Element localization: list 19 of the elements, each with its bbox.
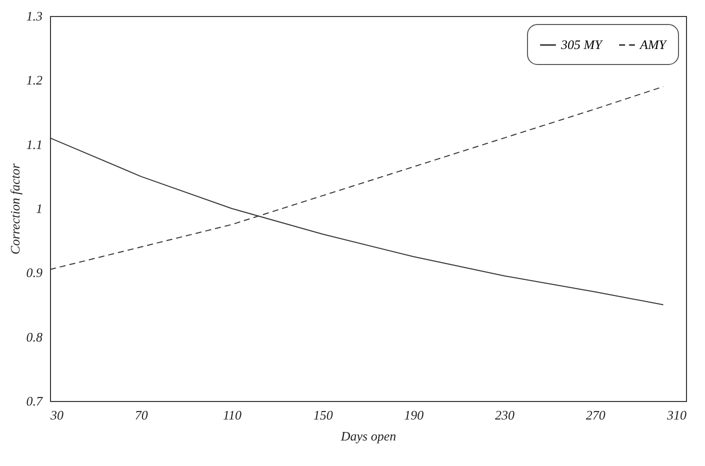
- x-tick-label: 70: [134, 408, 148, 422]
- y-tick-label: 1.3: [26, 8, 43, 24]
- x-tick-label: 230: [495, 408, 516, 422]
- y-tick-label: 1.1: [26, 136, 42, 152]
- legend-label: AMY: [639, 37, 668, 52]
- y-tick-label: 0.9: [26, 265, 43, 280]
- y-tick-label: 1.2: [26, 72, 43, 88]
- x-tick-label: 150: [313, 408, 334, 422]
- x-tick-label: 270: [586, 408, 606, 422]
- x-tick-label: 310: [666, 408, 687, 422]
- y-axis-title: Correction factor: [7, 162, 22, 254]
- x-tick-label: 30: [50, 408, 64, 422]
- x-axis-title: Days open: [340, 428, 396, 444]
- y-tick-label: 0.7: [26, 394, 43, 408]
- x-tick-label: 110: [222, 408, 242, 422]
- y-tick-label: 1: [36, 201, 42, 216]
- y-tick-label: 0.8: [26, 329, 43, 344]
- x-tick-label: 190: [404, 408, 424, 422]
- legend-label: 305 MY: [560, 37, 604, 52]
